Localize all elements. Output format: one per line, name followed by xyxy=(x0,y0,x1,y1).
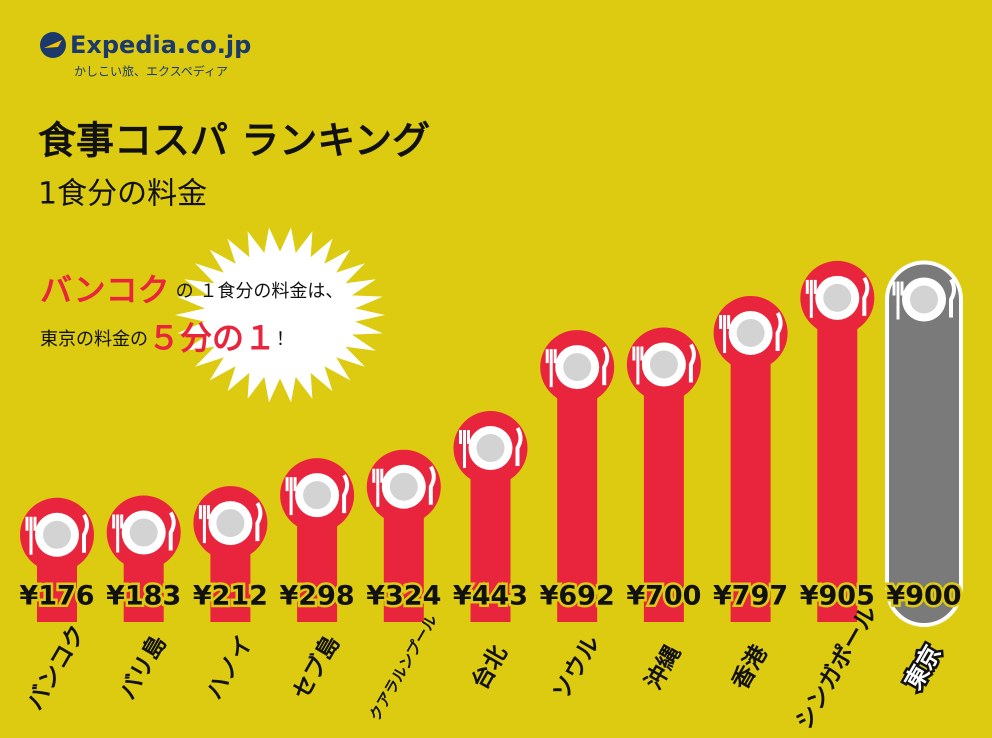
fork-icon xyxy=(805,279,817,318)
annotation-line: 東京の料金の５分の１！ xyxy=(40,319,294,357)
fork-icon xyxy=(372,468,384,507)
plate-icon xyxy=(563,353,592,382)
bar xyxy=(730,332,771,622)
plate-icon xyxy=(129,518,158,547)
bar xyxy=(643,364,684,622)
bar xyxy=(817,297,858,622)
plate-icon xyxy=(389,472,418,501)
knife-icon xyxy=(688,343,696,383)
knife-icon xyxy=(775,311,783,351)
fork-icon xyxy=(198,505,210,544)
knife-icon xyxy=(515,426,523,467)
knife-icon xyxy=(342,474,350,514)
bar xyxy=(557,367,598,622)
plate-icon xyxy=(43,520,71,549)
value-label: ¥183 xyxy=(106,581,181,612)
annotation-text: の １食分の料金は、 xyxy=(176,281,344,302)
fork-icon xyxy=(459,430,470,469)
value-label: ¥692 xyxy=(540,581,615,612)
value-label: ¥176 xyxy=(19,581,94,612)
bar xyxy=(885,260,963,627)
annotation-highlight: ５分の１ xyxy=(148,319,276,357)
chart-subtitle: 1食分の料金 xyxy=(38,177,207,212)
knife-icon xyxy=(949,278,956,318)
knife-icon xyxy=(862,276,870,316)
value-label: ¥905 xyxy=(800,581,875,612)
knife-icon xyxy=(602,346,610,386)
plate-icon xyxy=(823,283,852,312)
fork-icon xyxy=(545,349,557,388)
fork-icon xyxy=(25,516,37,555)
plate-icon xyxy=(476,434,505,463)
annotation-text: ！ xyxy=(276,329,294,350)
plate-icon xyxy=(303,481,332,510)
fork-icon xyxy=(719,314,731,353)
value-label: ¥443 xyxy=(453,581,528,612)
value-label: ¥212 xyxy=(193,581,268,612)
annotation-text: 東京の料金の xyxy=(40,329,148,350)
starburst xyxy=(175,227,385,403)
brand-name: Expedia.co.jp xyxy=(70,31,251,59)
annotation-line: バンコクの １食分の料金は、 xyxy=(40,271,343,309)
logo: Expedia.co.jp かしこい旅、エクスペディア xyxy=(40,31,251,79)
knife-icon xyxy=(82,513,89,553)
value-label: ¥324 xyxy=(366,581,441,612)
value-label: ¥298 xyxy=(280,581,355,612)
plate-icon xyxy=(649,350,678,379)
value-label: ¥700 xyxy=(626,581,701,612)
fork-icon xyxy=(892,281,904,320)
fork-icon xyxy=(112,514,124,553)
logo-plane xyxy=(44,40,62,48)
knife-icon xyxy=(168,511,176,551)
annotation-highlight: バンコク xyxy=(40,271,170,309)
chart-title: 食事コスパ ランキング xyxy=(38,119,430,163)
knife-icon xyxy=(428,465,436,505)
fork-icon xyxy=(285,477,297,516)
plate-icon xyxy=(910,285,938,314)
knife-icon xyxy=(255,502,263,542)
value-label: ¥900 xyxy=(886,581,961,612)
brand-tagline: かしこい旅、エクスペディア xyxy=(74,64,228,79)
fork-icon xyxy=(632,346,644,385)
plate-icon xyxy=(216,509,245,538)
value-label: ¥797 xyxy=(713,581,788,612)
plate-icon xyxy=(736,318,765,347)
